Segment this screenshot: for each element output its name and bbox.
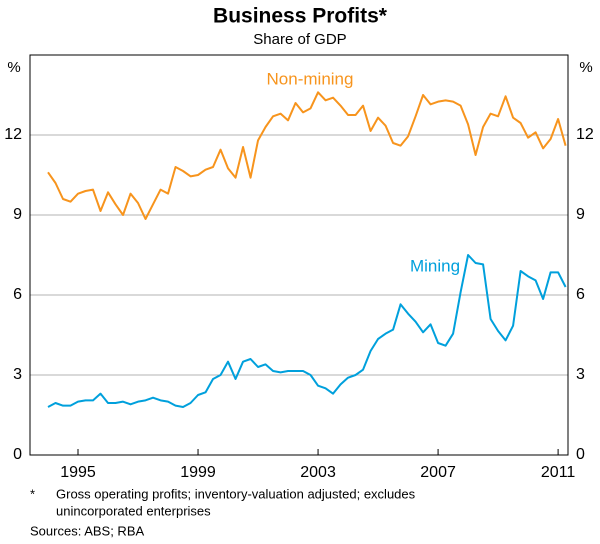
y-tick-label: 3: [13, 366, 22, 383]
series-line: [47, 254, 567, 408]
y-tick-label: 9: [576, 206, 585, 223]
x-tick-label: 1999: [180, 464, 216, 481]
y-tick-label: 6: [576, 286, 585, 303]
series-label: Non-mining: [267, 69, 354, 88]
series-line: [47, 91, 567, 220]
y-tick-label: 12: [576, 126, 594, 143]
y-tick-label: 6: [13, 286, 22, 303]
y-tick-label: 0: [576, 446, 585, 463]
x-tick-label: 1995: [60, 464, 96, 481]
footnote-marker: *: [30, 486, 35, 501]
y-unit-right: %: [579, 59, 592, 76]
series-label: Mining: [410, 256, 460, 275]
x-tick-label: 2007: [420, 464, 456, 481]
y-tick-label: 12: [4, 126, 22, 143]
x-tick-label: 2003: [300, 464, 336, 481]
plot-frame: [29, 54, 569, 456]
footnote-line: Gross operating profits; inventory-valua…: [56, 486, 416, 501]
x-tick-label: 2011: [541, 464, 576, 481]
y-tick-label: 9: [13, 206, 22, 223]
sources: Sources: ABS; RBA: [30, 523, 144, 538]
y-unit-left: %: [7, 59, 20, 76]
chart-title: Business Profits*: [213, 5, 388, 28]
footnote-line: unincorporated enterprises: [56, 503, 211, 518]
y-tick-label: 0: [13, 446, 22, 463]
y-tick-label: 3: [576, 366, 585, 383]
chart-subtitle: Share of GDP: [253, 31, 346, 48]
